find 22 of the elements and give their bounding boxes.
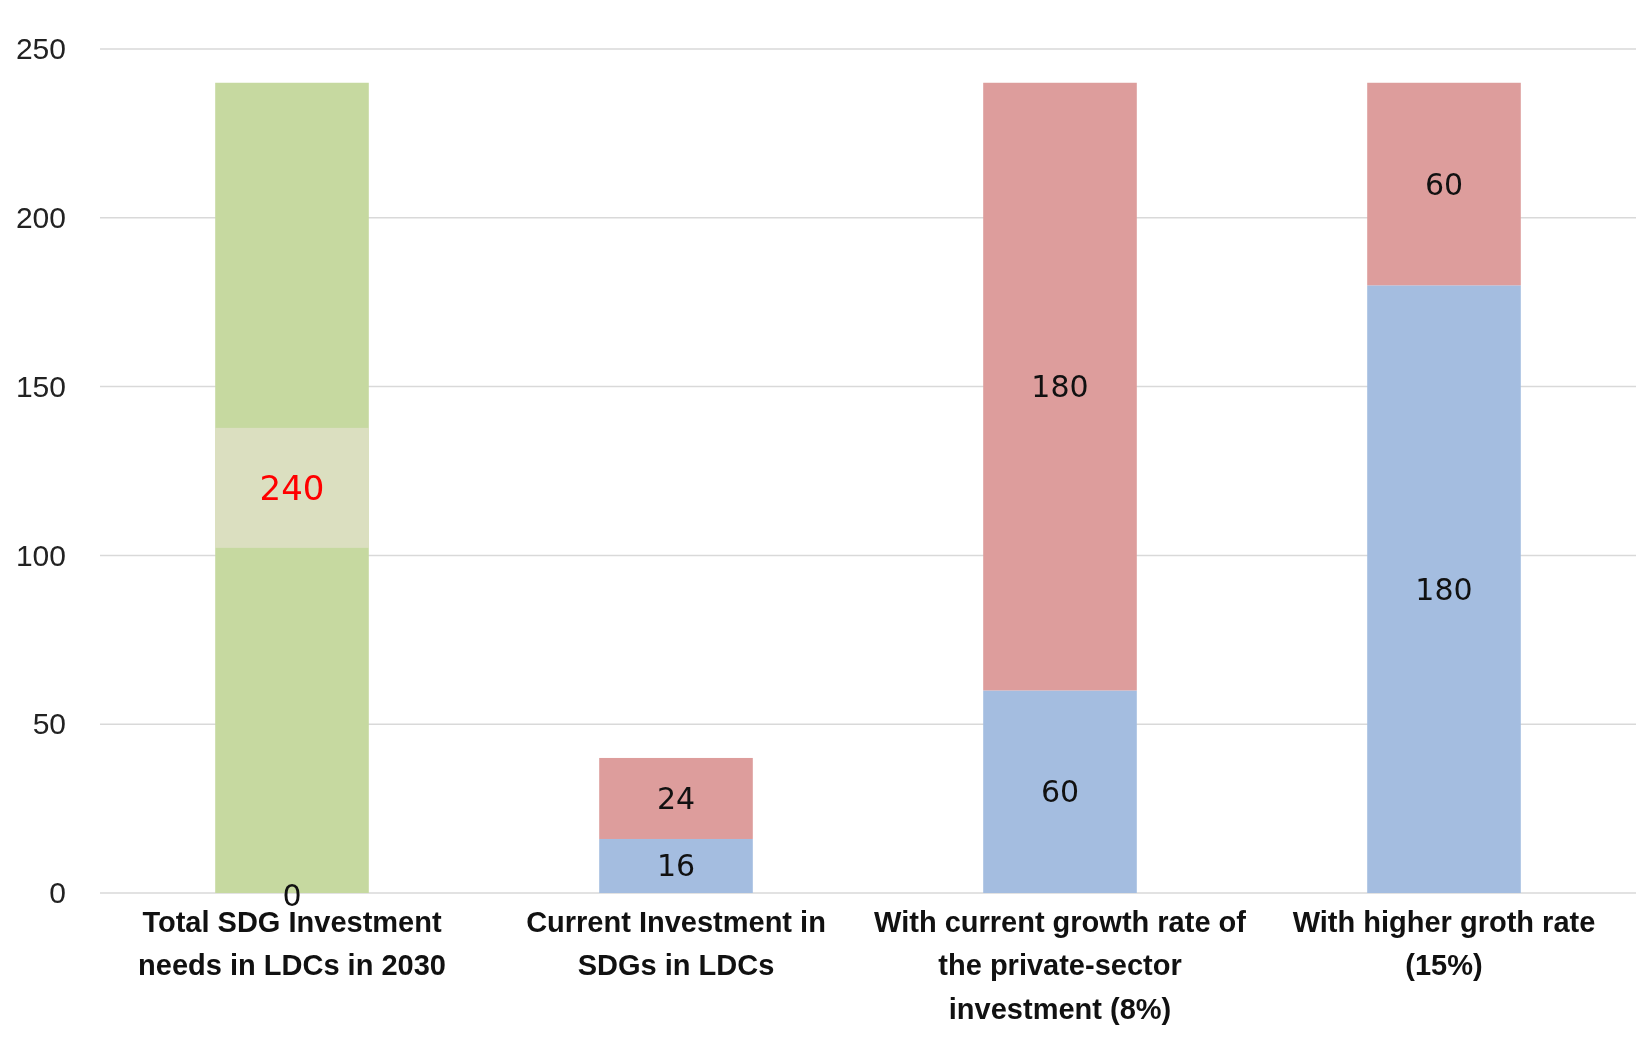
bar <box>1367 285 1521 893</box>
data-label: 60 <box>1040 774 1080 810</box>
bar <box>983 690 1137 893</box>
bar <box>599 838 753 893</box>
data-label: 16 <box>656 848 696 884</box>
data-label: 180 <box>1031 369 1089 405</box>
bar <box>1367 82 1521 286</box>
y-tick-label: 150 <box>15 369 66 403</box>
data-label: 180 <box>1415 571 1473 607</box>
data-label: 240 <box>259 467 325 508</box>
x-tick-label: With higher groth rate (15%) <box>1292 905 1596 982</box>
bar <box>983 82 1137 691</box>
x-tick-label: Current Investment in SDGs in LDCs <box>526 905 826 982</box>
data-label: 24 <box>656 780 696 816</box>
x-tick-label: With current growth rate of the private-sector investment (8%) <box>874 905 1247 1025</box>
bar <box>599 757 753 839</box>
y-tick-label: 0 <box>49 876 66 910</box>
y-tick-label: 100 <box>15 538 66 572</box>
data-label: 60 <box>1424 166 1464 202</box>
y-tick-label: 50 <box>32 707 66 741</box>
y-tick-label: 200 <box>15 200 66 234</box>
y-tick-label: 250 <box>15 32 66 66</box>
